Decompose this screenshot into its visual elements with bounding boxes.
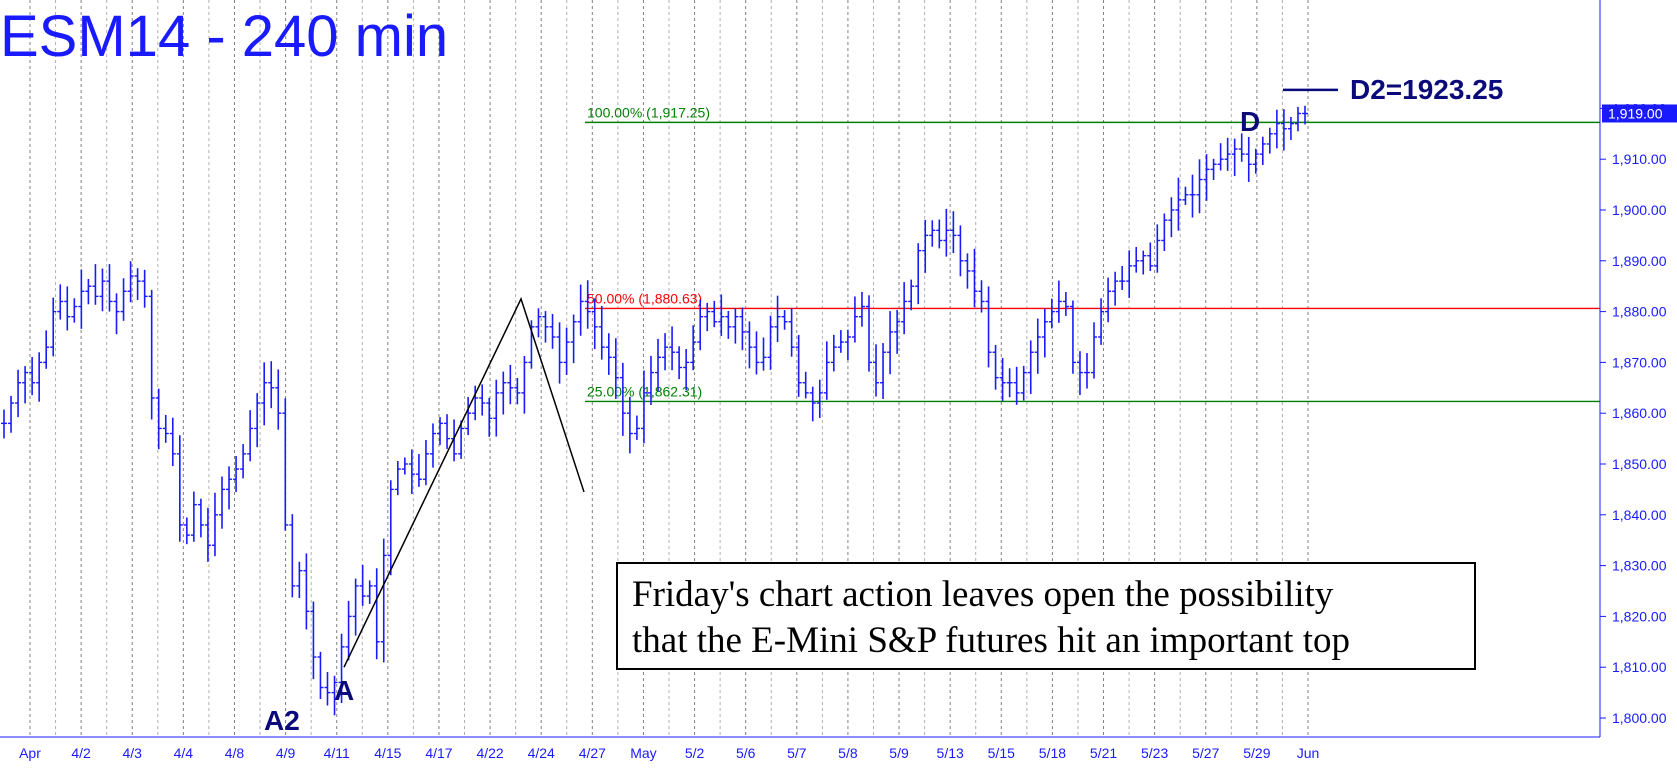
- x-tick-label: 4/8: [225, 745, 245, 761]
- annotation-line-2: that the E-Mini S&P futures hit an impor…: [632, 620, 1350, 661]
- price-bars: [1, 105, 1308, 716]
- x-tick-label: 5/27: [1192, 745, 1219, 761]
- y-tick-label: 1,840.00: [1612, 507, 1667, 523]
- y-tick-label: 1,860.00: [1612, 405, 1667, 421]
- y-tick-label: 1,900.00: [1612, 202, 1667, 218]
- x-tick-label: 5/29: [1243, 745, 1270, 761]
- fib-label: 50.00% (1,880.63): [587, 290, 702, 306]
- x-tick-label: 5/8: [838, 745, 858, 761]
- x-tick-label: 4/3: [123, 745, 143, 761]
- fibonacci-levels: 100.00% (1,917.25)50.00% (1,880.63)25.00…: [585, 104, 1600, 403]
- point-d-label: D: [1240, 106, 1260, 137]
- y-tick-label: 1,810.00: [1612, 659, 1667, 675]
- y-axis: 1,800.00 1,810.00 1,820.00 1,830.00 1,840.00…: [1599, 0, 1677, 737]
- y-tick-label: 1,910.00: [1612, 151, 1667, 167]
- x-tick-label: 4/17: [425, 745, 452, 761]
- x-tick-label: 4/4: [174, 745, 194, 761]
- x-axis: Apr 4/2 4/3 4/4 4/8 4/9 4/11 4/15 4/17 4/22 4/24 4/…: [0, 736, 1600, 761]
- x-tick-label: 5/23: [1141, 745, 1168, 761]
- y-tick-label: 1,880.00: [1612, 304, 1667, 320]
- annotation-line-1: Friday's chart action leaves open the po…: [632, 574, 1334, 615]
- target-label: D2=1923.25: [1350, 74, 1503, 105]
- fib-label: 100.00% (1,917.25): [587, 104, 710, 120]
- y-tick-label: 1,800.00: [1612, 710, 1667, 726]
- y-tick-label: 1,820.00: [1612, 608, 1667, 624]
- abcd-pattern: A2 A D D2=1923.25: [264, 74, 1503, 736]
- x-tick-label: 5/9: [889, 745, 909, 761]
- chart-title: ESM14 - 240 min: [0, 4, 448, 69]
- x-tick-label: 5/2: [685, 745, 705, 761]
- x-tick-label: 4/27: [579, 745, 606, 761]
- x-tick-label: 4/22: [476, 745, 503, 761]
- y-tick-label: 1,850.00: [1612, 456, 1667, 472]
- last-price-label: 1,919.00: [1608, 105, 1663, 121]
- x-tick-label: 5/6: [736, 745, 756, 761]
- last-price-badge: [1602, 104, 1677, 123]
- y-tick-label: 1,890.00: [1612, 253, 1667, 269]
- point-a-label: A: [334, 675, 354, 706]
- y-tick-label: 1,870.00: [1612, 354, 1667, 370]
- x-tick-label: 5/15: [988, 745, 1015, 761]
- pattern-swing-line: [343, 296, 585, 668]
- point-a2-label: A2: [264, 705, 300, 736]
- annotation-box: Friday's chart action leaves open the po…: [616, 562, 1476, 670]
- x-tick-label: 5/7: [787, 745, 807, 761]
- y-tick-label: 1,830.00: [1612, 558, 1667, 574]
- x-tick-label: 4/2: [71, 745, 91, 761]
- x-tick-label: Jun: [1297, 745, 1320, 761]
- x-tick-label: 4/11: [324, 745, 350, 761]
- x-tick-label: 5/18: [1039, 745, 1066, 761]
- x-tick-label: 5/13: [937, 745, 964, 761]
- x-tick-label: 4/24: [528, 745, 555, 761]
- x-tick-label: Apr: [19, 745, 41, 761]
- x-tick-label: May: [630, 745, 656, 761]
- x-tick-label: 5/21: [1090, 745, 1117, 761]
- x-tick-label: 4/15: [374, 745, 401, 761]
- x-tick-label: 4/9: [276, 745, 296, 761]
